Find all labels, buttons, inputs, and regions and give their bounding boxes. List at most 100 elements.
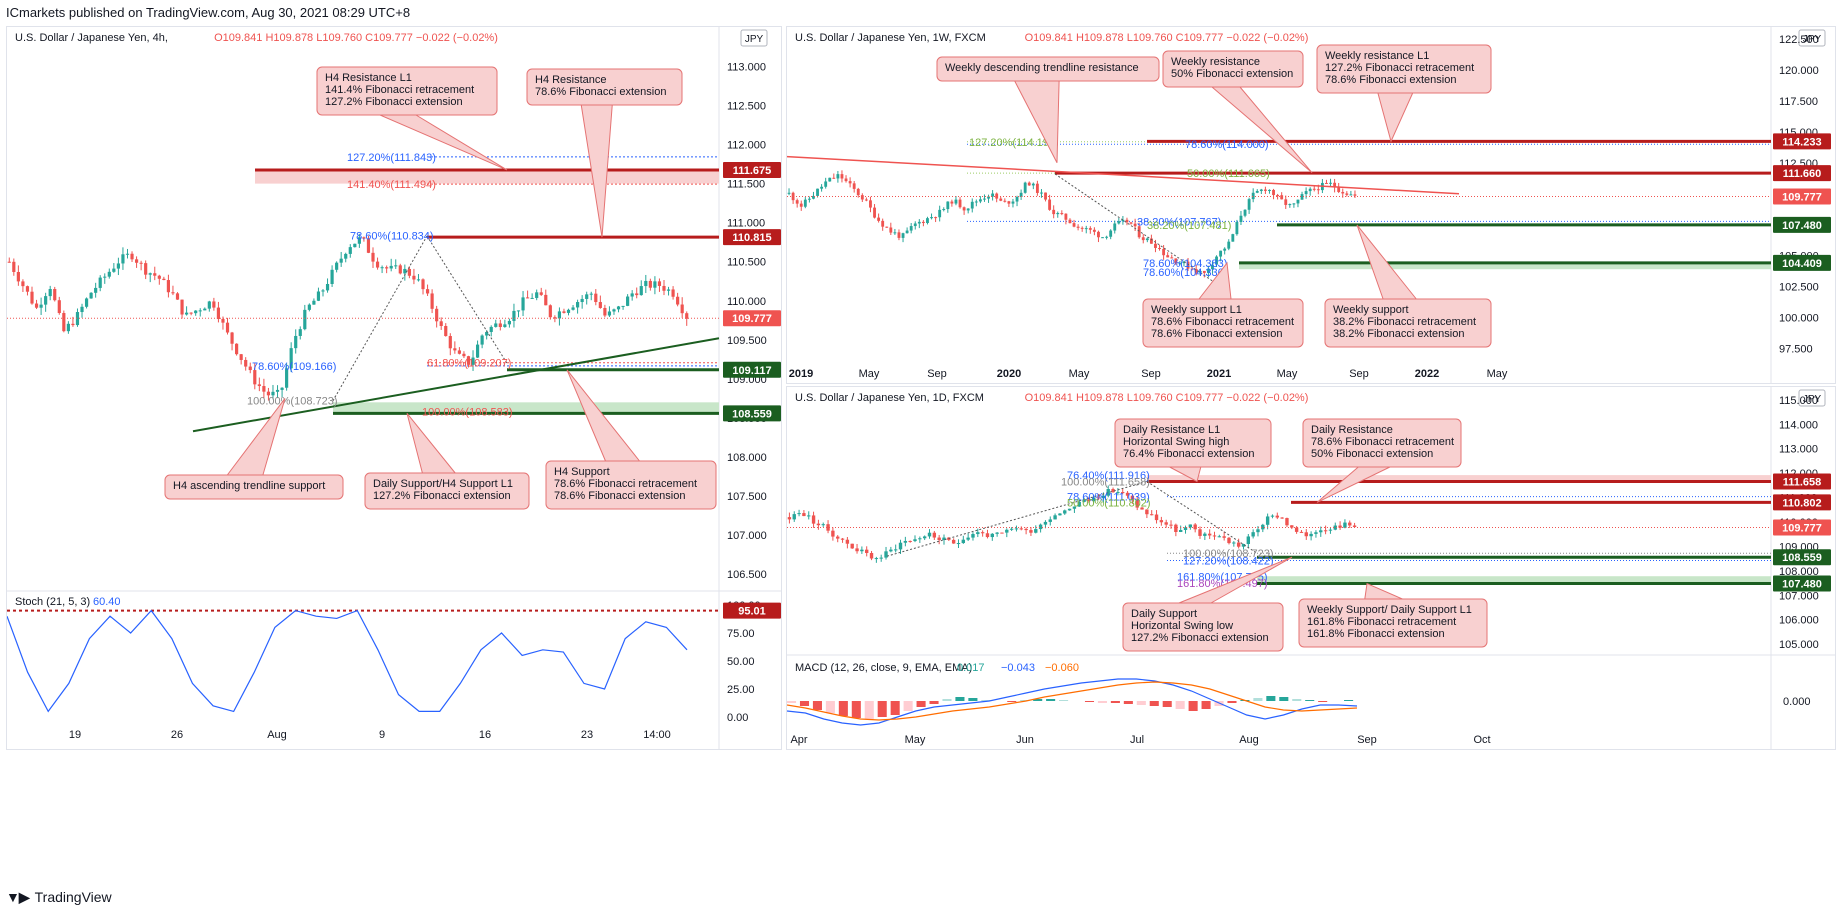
h4-chart[interactable]: U.S. Dollar / Japanese Yen, 4h, O109.841 … (7, 27, 782, 750)
callout-text: 78.6% Fibonacci extension (1325, 74, 1456, 86)
candle (852, 183, 856, 189)
candle (1251, 532, 1255, 537)
level-tag (1773, 133, 1831, 150)
time-tick: May (1277, 368, 1298, 380)
macd-histogram-bar (1318, 701, 1328, 702)
candle (1341, 191, 1345, 194)
candle (1294, 527, 1299, 532)
candle (412, 275, 416, 280)
candle (1261, 524, 1265, 530)
candle (942, 537, 946, 541)
time-tick: Jun (1016, 734, 1034, 746)
candle (950, 201, 954, 204)
weekly-descending-trendline (787, 155, 1460, 195)
fib-label: 100.00%(111.658) (1061, 477, 1150, 489)
macd-histogram-bar (1188, 701, 1198, 711)
candle (869, 552, 874, 559)
fib-swing-down (426, 235, 508, 364)
candle (644, 280, 648, 287)
candle (1060, 213, 1064, 215)
candle (1024, 528, 1028, 531)
candle (926, 218, 929, 224)
macd-histogram-bar (916, 701, 926, 707)
level-tag-label: 109.777 (1782, 522, 1822, 534)
candle (1290, 525, 1294, 528)
time-tick: Jul (1130, 734, 1144, 746)
fib-label: 38.20%(107.767) (1137, 216, 1221, 228)
candle (1255, 191, 1259, 193)
candle (1035, 183, 1039, 193)
weekly-chart-panel[interactable]: U.S. Dollar / Japanese Yen, 1W, FXCM O109… (786, 26, 1836, 384)
candle (1150, 514, 1154, 516)
candle (566, 309, 571, 313)
fib-label: 100.00%(108.723) (1183, 548, 1274, 560)
candle (153, 273, 157, 276)
candle (1343, 522, 1347, 528)
macd-histogram-bar (1279, 697, 1289, 701)
weekly-chart[interactable]: U.S. Dollar / Japanese Yen, 1W, FXCM O109… (787, 27, 1836, 384)
daily-chart[interactable]: U.S. Dollar / Japanese Yen, 1D, FXCM O109… (787, 387, 1836, 750)
callout-box (1302, 418, 1462, 468)
callout-pointer (379, 114, 508, 171)
price-tick: 97.500 (1779, 343, 1813, 355)
price-tick: 111.500 (727, 179, 765, 191)
candle (1215, 256, 1218, 265)
h4-chart-panel[interactable]: U.S. Dollar / Japanese Yen, 4h, O109.841 … (6, 26, 782, 750)
candle (121, 254, 125, 264)
candle (1027, 182, 1031, 186)
candle (134, 259, 139, 263)
level-tag (1773, 549, 1831, 566)
candle (335, 262, 339, 270)
price-tick: 107.000 (727, 530, 767, 542)
candle (905, 230, 909, 234)
candle (934, 217, 938, 219)
candle (1182, 261, 1186, 264)
candle (946, 201, 950, 210)
candle (1323, 530, 1328, 532)
candle (1053, 515, 1057, 520)
callout-pointer (580, 104, 613, 238)
macd-histogram-bar (1162, 701, 1172, 707)
callout-text: Horizontal Swing low (1131, 620, 1233, 632)
candle (1217, 536, 1222, 538)
candle (239, 354, 243, 360)
candle (585, 294, 589, 299)
candle (416, 279, 421, 281)
candle (1284, 199, 1288, 205)
level-tag-label: 107.480 (1782, 579, 1822, 591)
candle (1038, 524, 1043, 530)
candle (1206, 269, 1210, 273)
candle (978, 199, 982, 202)
candle (98, 277, 102, 288)
candle (1058, 513, 1062, 516)
time-tick: Sep (1141, 368, 1161, 380)
candle (1125, 492, 1130, 496)
candle (75, 312, 80, 326)
ohlc-readout: O109.841 H109.878 L109.760 C109.777 −0.0… (214, 32, 498, 44)
price-tick: 108.000 (727, 452, 767, 464)
level-tag-label: 104.409 (1782, 258, 1822, 270)
candle (1299, 531, 1304, 533)
callout-pointer (1377, 92, 1414, 143)
fib-label: 38.20%(107.481) (1147, 220, 1231, 232)
price-tick: 112.000 (727, 140, 766, 152)
candle (820, 186, 824, 189)
chart-title: U.S. Dollar / Japanese Yen, 1W, FXCM (795, 32, 986, 44)
callout-pointer (1169, 466, 1202, 483)
daily-chart-panel[interactable]: U.S. Dollar / Japanese Yen, 1D, FXCM O109… (786, 386, 1836, 750)
stoch-line (7, 609, 688, 713)
candle (844, 178, 848, 182)
candle (1265, 516, 1270, 525)
candle (480, 335, 484, 345)
candle (298, 329, 302, 336)
candle (1219, 250, 1223, 257)
candle (873, 207, 876, 218)
time-tick: 14:00 (643, 729, 671, 741)
macd-histogram-bar (890, 701, 900, 715)
price-tick: 105.000 (1779, 639, 1819, 651)
candle (903, 540, 908, 543)
candle (1268, 189, 1271, 191)
candle (1106, 489, 1110, 496)
candle (942, 209, 946, 211)
candle (913, 539, 917, 542)
